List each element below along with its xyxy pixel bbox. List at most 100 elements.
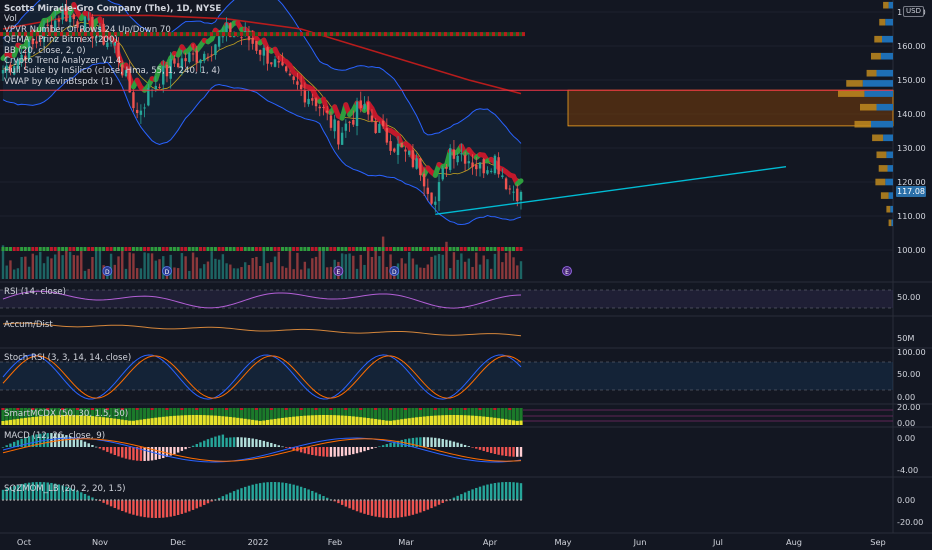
volume-trend-strip [135, 247, 139, 251]
sqz-dot [363, 499, 366, 501]
sqz-momentum-bar [169, 500, 172, 517]
vp-up-bar [890, 205, 893, 213]
legend-vwap[interactable]: VWAP by KevinBtspdx (1) [4, 76, 114, 87]
candle-body [467, 161, 471, 164]
level-band-tick [102, 32, 105, 37]
mcdx-bar-red [150, 408, 154, 410]
volume-trend-strip [184, 247, 188, 251]
macd-histogram-bar [419, 437, 422, 447]
mcdx-bar-yellow [124, 420, 128, 425]
mcdx-bar-yellow [452, 415, 456, 425]
mcdx-bar-red [359, 408, 363, 410]
sqz-momentum-bar [61, 485, 64, 500]
sqz-momentum-bar [352, 500, 355, 510]
volume-trend-strip [340, 247, 344, 251]
candle-body [206, 56, 210, 58]
sqz-momentum-bar [311, 490, 314, 500]
mcdx-bar-green [385, 408, 389, 425]
macd-histogram-bar [244, 437, 247, 447]
volume-trend-strip [280, 247, 284, 251]
ema-line [2, 14, 522, 95]
macd-histogram-bar [195, 443, 198, 447]
time-axis[interactable]: Oct Nov Dec 2022 Feb Mar Apr May Jun Jul Aug Sep [0, 532, 932, 547]
sqz-momentum-bar [173, 500, 176, 516]
pane-tick-label: 100.00 [897, 347, 926, 357]
currency-label[interactable]: USD [903, 6, 924, 17]
macd-pane-label[interactable]: MACD (12, 26, close, 9) [4, 431, 106, 441]
sqz-dot [352, 499, 355, 501]
sqz-pane-label[interactable]: SQZMOM_LB (20, 2, 20, 1.5) [4, 484, 126, 494]
macd-histogram-bar [83, 441, 87, 447]
mcdx-bar-yellow [303, 415, 307, 425]
macd-histogram-bar [516, 447, 519, 457]
macd-histogram-bar [221, 434, 225, 447]
rsi-pane-label[interactable]: RSI (14, close) [4, 287, 66, 297]
volume-trend-strip [273, 247, 277, 251]
legend-vpvr[interactable]: VPVR Number Of Rows 24 Up/Down 70 [4, 24, 171, 35]
mcdx-bar-yellow [321, 415, 326, 425]
mcdx-bar-yellow [113, 418, 117, 425]
legend-qema[interactable]: QEMA - Prinz Bitmex (200) [4, 35, 118, 46]
accum-pane-label[interactable]: Accum/Dist [4, 320, 53, 330]
hull-segment [514, 178, 524, 187]
volume-trend-strip [418, 247, 422, 251]
level-band-tick [324, 32, 327, 37]
legend-bb[interactable]: BB (20, close, 2, 0) [4, 45, 86, 56]
candle-body [9, 64, 12, 72]
macd-histogram-bar [475, 447, 478, 449]
sqz-momentum-bar [262, 482, 266, 500]
smart-pane-label[interactable]: SmartMCDX (50, 30, 1.5, 50) [4, 409, 129, 419]
legend-hull-suite[interactable]: Hull Suite by InSilico (close, Hma, 55, … [4, 66, 221, 77]
sqz-momentum-bar [199, 500, 202, 507]
mcdx-bar-yellow [508, 419, 512, 425]
legend-volume[interactable]: Vol [4, 14, 17, 25]
sqz-dot [445, 499, 448, 501]
sqz-dot [259, 499, 261, 501]
symbol-title[interactable]: Scotts Miracle-Gro Company (The), 1D, NY… [4, 4, 222, 14]
volume-bar [12, 269, 16, 279]
macd-histogram-bar [76, 438, 79, 447]
vp-up-bar [871, 120, 893, 128]
sqz-dot [102, 499, 105, 501]
level-band-tick [252, 32, 255, 37]
candle-body [281, 62, 284, 66]
sqz-dot [61, 499, 64, 501]
candle-body [277, 60, 280, 63]
mcdx-bar-yellow [157, 417, 162, 425]
mcdx-bar-red [31, 408, 35, 410]
sqz-dot [214, 499, 217, 501]
mcdx-bar-yellow [165, 416, 169, 425]
candle-body [493, 155, 497, 174]
mcdx-bar-green [120, 408, 124, 425]
volume-bar [221, 254, 225, 279]
mcdx-bar-yellow [176, 415, 180, 425]
volume-bar [83, 270, 87, 279]
mcdx-bar-yellow [388, 420, 393, 425]
mcdx-bar-green [113, 408, 117, 425]
volume-trend-strip [482, 247, 486, 251]
macd-histogram-bar [374, 447, 377, 448]
level-band-tick [108, 32, 111, 37]
sqz-momentum-bar [35, 482, 38, 500]
volume-trend-strip [87, 247, 91, 251]
vp-down-bar [860, 103, 877, 111]
volume-bar [139, 268, 143, 279]
mcdx-bar-red [388, 408, 393, 410]
rsi-band [0, 290, 893, 308]
trendline[interactable] [435, 166, 787, 215]
vp-down-bar [878, 165, 888, 172]
stoch-pane-label[interactable]: Stoch RSI (3, 3, 14, 14, close) [4, 353, 132, 363]
mcdx-bar-green [236, 408, 240, 425]
mcdx-bar-green [511, 408, 516, 425]
mcdx-bar-green [500, 408, 504, 425]
candle-body [135, 109, 139, 114]
mcdx-bar-yellow [269, 419, 273, 425]
mcdx-bar-yellow [280, 417, 285, 425]
legend-crypto-trend[interactable]: Crypto Trend Analyzer V1.4 [4, 56, 122, 67]
mcdx-bar-yellow [366, 418, 370, 425]
level-band-tick [348, 32, 351, 37]
volume-trend-strip [452, 247, 456, 251]
level-band-tick [402, 32, 405, 37]
candle-body [173, 58, 176, 64]
